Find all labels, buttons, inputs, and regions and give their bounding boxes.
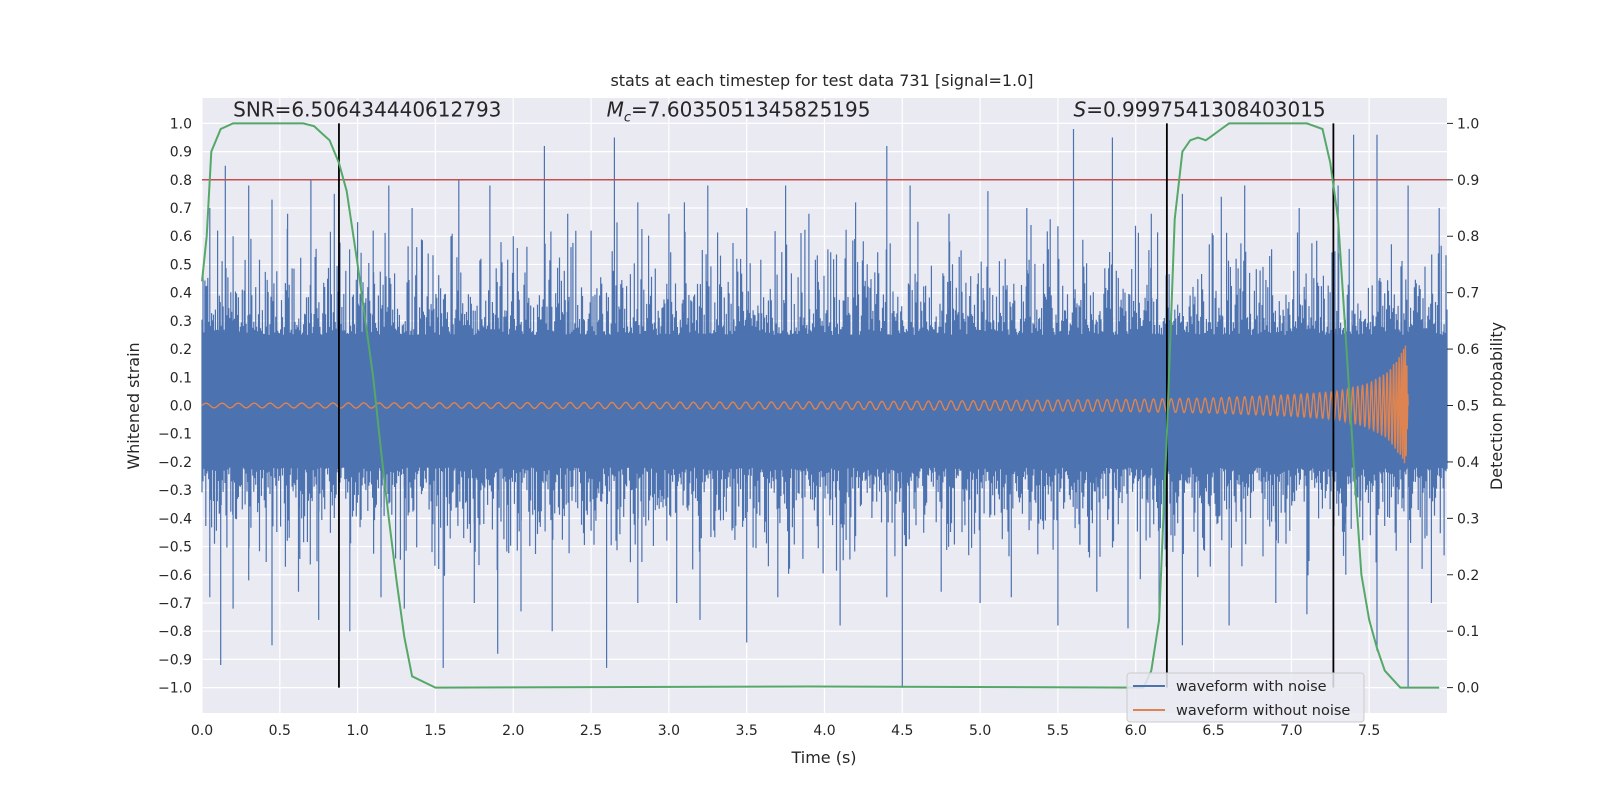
x-tick-label: 6.0 — [1125, 723, 1147, 739]
y-left-tick-label: −0.3 — [158, 483, 192, 499]
score-value: =0.9997541308403015 — [1086, 97, 1325, 121]
score-symbol: S — [1074, 97, 1087, 121]
y-left-tick-label: 0.7 — [170, 201, 192, 217]
x-tick-label: 2.5 — [580, 723, 602, 739]
data-layer — [201, 122, 1448, 689]
chart-title: stats at each timestep for test data 731… — [610, 71, 1033, 90]
y-right-tick-label: 0.5 — [1457, 399, 1479, 415]
y-left-tick-label: −0.7 — [158, 596, 192, 612]
y-left-tick-label: 0.0 — [170, 399, 192, 415]
legend: waveform with noise waveform without noi… — [1126, 672, 1365, 723]
x-tick-label: 0.5 — [269, 723, 291, 739]
y-left-tick-label: 1.0 — [170, 116, 192, 132]
y-left-tick-label: 0.9 — [170, 145, 192, 161]
snr-annotation: SNR=6.506434440612793 — [233, 97, 501, 121]
y-right-tick-label: 0.9 — [1457, 173, 1479, 189]
x-tick-label: 4.0 — [813, 723, 835, 739]
y-left-tick-label: −0.4 — [158, 511, 192, 527]
x-tick-label: 5.0 — [969, 723, 991, 739]
y-right-tick-label: 0.3 — [1457, 511, 1479, 527]
tick-layer: 0.0 0.5 1.0 1.5 2.0 2.5 3.0 3.5 4.0 4.5 5.0 5.5 6.0 6… — [158, 116, 1479, 739]
y-right-tick-label: 0.7 — [1457, 286, 1479, 302]
y-axis-right-label: Detection probability — [1487, 322, 1506, 490]
x-tick-label: 7.0 — [1280, 723, 1302, 739]
legend-label-noise: waveform with noise — [1176, 679, 1327, 695]
waveform-without-noise-line — [201, 345, 1409, 464]
chirp-mass-symbol: M — [607, 97, 624, 121]
detection-probability-line — [201, 122, 1440, 689]
legend-label-clean: waveform without noise — [1176, 703, 1350, 719]
y-right-tick-label: 0.1 — [1457, 624, 1479, 640]
y-right-tick-label: 0.6 — [1457, 342, 1479, 358]
x-tick-label: 6.5 — [1202, 723, 1224, 739]
chirp-mass-annotation: Mc=7.6035051345825195 — [607, 97, 871, 125]
y-left-tick-label: −0.1 — [158, 427, 192, 443]
y-left-tick-label: 0.6 — [170, 229, 192, 245]
y-left-tick-label: −0.5 — [158, 540, 192, 556]
y-left-tick-label: 0.2 — [170, 342, 192, 358]
x-tick-label: 3.0 — [658, 723, 680, 739]
x-tick-label: 1.5 — [424, 723, 446, 739]
y-left-tick-label: −1.0 — [158, 681, 192, 697]
y-axis-left-label: Whitened strain — [124, 342, 143, 469]
legend-frame — [1126, 672, 1365, 723]
x-tick-label: 5.5 — [1047, 723, 1069, 739]
x-tick-label: 0.0 — [191, 723, 213, 739]
chirp-mass-subscript: c — [624, 110, 631, 125]
y-left-tick-label: 0.8 — [170, 173, 192, 189]
y-left-tick-label: −0.6 — [158, 568, 192, 584]
y-left-tick-label: 0.3 — [170, 314, 192, 330]
y-left-tick-label: −0.8 — [158, 624, 192, 640]
x-tick-label: 4.5 — [891, 723, 913, 739]
y-left-tick-label: 0.4 — [170, 286, 192, 302]
y-right-tick-label: 1.0 — [1457, 116, 1479, 132]
x-tick-label: 2.0 — [502, 723, 524, 739]
x-tick-label: 1.0 — [346, 723, 368, 739]
x-tick-label: 3.5 — [736, 723, 758, 739]
y-right-tick-label: 0.4 — [1457, 455, 1479, 471]
y-left-tick-label: 0.5 — [170, 257, 192, 273]
y-right-tick-label: 0.2 — [1457, 568, 1479, 584]
y-left-tick-label: 0.1 — [170, 370, 192, 386]
y-right-tick-label: 0.8 — [1457, 229, 1479, 245]
y-right-tick-label: 0.0 — [1457, 681, 1479, 697]
x-tick-label: 7.5 — [1358, 723, 1380, 739]
annotation-layer: SNR=6.506434440612793 Mc=7.6035051345825… — [233, 97, 1326, 125]
score-annotation: S=0.9997541308403015 — [1074, 97, 1326, 121]
y-left-tick-label: −0.2 — [158, 455, 192, 471]
x-axis-label: Time (s) — [790, 748, 856, 767]
chirp-mass-value: =7.6035051345825195 — [631, 97, 870, 121]
y-left-tick-label: −0.9 — [158, 652, 192, 668]
